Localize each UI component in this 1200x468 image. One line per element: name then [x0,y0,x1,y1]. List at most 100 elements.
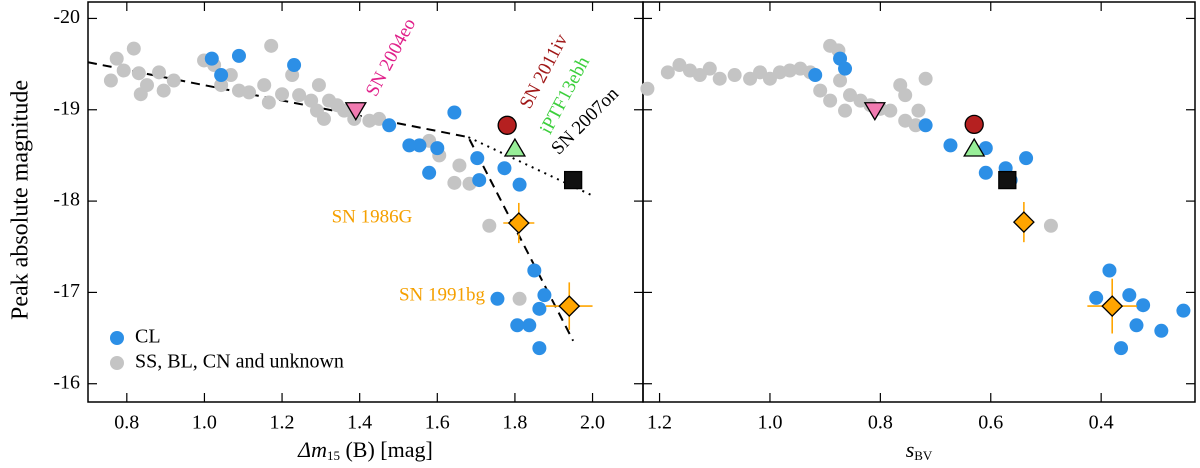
object-marker [964,114,984,135]
data-point [838,103,853,118]
data-point [372,111,387,126]
x-axis-label-part: (B) [mag] [340,437,433,462]
data-point [743,71,758,86]
data-point [422,165,437,180]
data-point [1176,303,1191,318]
object-marker [963,137,986,157]
legend-swatch [110,331,124,345]
data-point [402,138,417,153]
data-point [152,65,167,80]
data-point [1154,323,1169,338]
data-point [1102,263,1117,278]
data-point [640,81,655,96]
data-point [823,93,838,108]
data-point [510,318,525,333]
x-tick-label: 0.4 [1089,412,1114,434]
data-point [126,41,141,56]
data-point [133,87,148,102]
x-tick-label: 1.0 [757,412,782,434]
data-point [452,158,467,173]
object-label: SN 1991bg [399,284,486,305]
x-tick-label: 1.8 [502,412,527,434]
data-point [512,291,527,306]
data-point [131,66,146,81]
data-point [1122,288,1137,303]
object-marker [507,212,530,234]
data-point [223,68,238,83]
data-point [527,263,542,278]
object-marker [998,170,1017,190]
data-point [512,177,527,192]
data-point [311,78,326,93]
data-point [430,141,445,156]
object-marker [1101,295,1124,318]
data-point [727,68,742,83]
data-point [762,71,777,86]
data-point [382,118,397,133]
data-point [813,83,828,98]
legend-swatch [110,356,124,370]
object-marker [863,102,886,122]
data-point [532,301,547,316]
x-tick-label: 0.6 [978,412,1003,434]
data-point [204,51,219,66]
data-point [918,71,933,86]
data-point [214,78,229,93]
data-point [843,88,857,103]
data-point [522,318,537,333]
object-label: SN 1986G [332,206,413,227]
data-point [316,111,331,126]
plot-frame [642,1,1196,403]
x-tick-label: 1.4 [347,412,372,434]
y-tick-label: -17 [53,280,80,302]
object-label: SN 2004eo [362,15,420,100]
data-point [103,73,118,88]
y-tick-label: -18 [53,189,80,211]
object-marker [558,295,581,318]
data-point [214,68,229,83]
data-point [918,118,933,133]
x-axis-label-part: Δm [297,437,327,462]
data-point [166,73,181,88]
object-marker [503,137,527,157]
data-point [447,105,462,120]
x-tick-label: 0.8 [868,412,893,434]
x-tick-label: 1.0 [192,412,217,434]
x-axis-label: sBV [906,437,933,463]
data-point [1114,341,1129,356]
object-marker [563,170,583,190]
data-point [537,288,552,303]
data-point [833,73,848,88]
object-marker [497,115,517,135]
data-point [470,151,485,166]
data-point [447,175,462,190]
data-point [116,63,131,78]
data-point [911,103,926,118]
data-point [808,68,823,83]
y-tick-label: -19 [53,97,80,119]
data-point [943,138,958,153]
y-tick-label: -20 [53,6,80,28]
data-point [898,88,913,103]
data-point [672,58,687,73]
data-point [287,58,302,73]
data-point [838,61,853,76]
object-marker [344,102,367,122]
fit-line [467,136,593,197]
data-point [883,103,898,118]
object-marker [1012,211,1035,234]
x-tick-label: 1.2 [647,412,672,434]
data-point [264,38,279,53]
data-point [782,63,797,78]
x-tick-label: 1.6 [425,412,450,434]
data-point [156,83,171,98]
data-point [692,68,707,83]
data-point [1043,218,1058,233]
data-point [490,291,505,306]
x-axis-label-part: 15 [327,448,340,463]
x-tick-label: 1.2 [270,412,295,434]
data-point [497,161,512,176]
data-point [660,65,675,80]
data-point [109,51,124,66]
data-point [231,48,246,63]
